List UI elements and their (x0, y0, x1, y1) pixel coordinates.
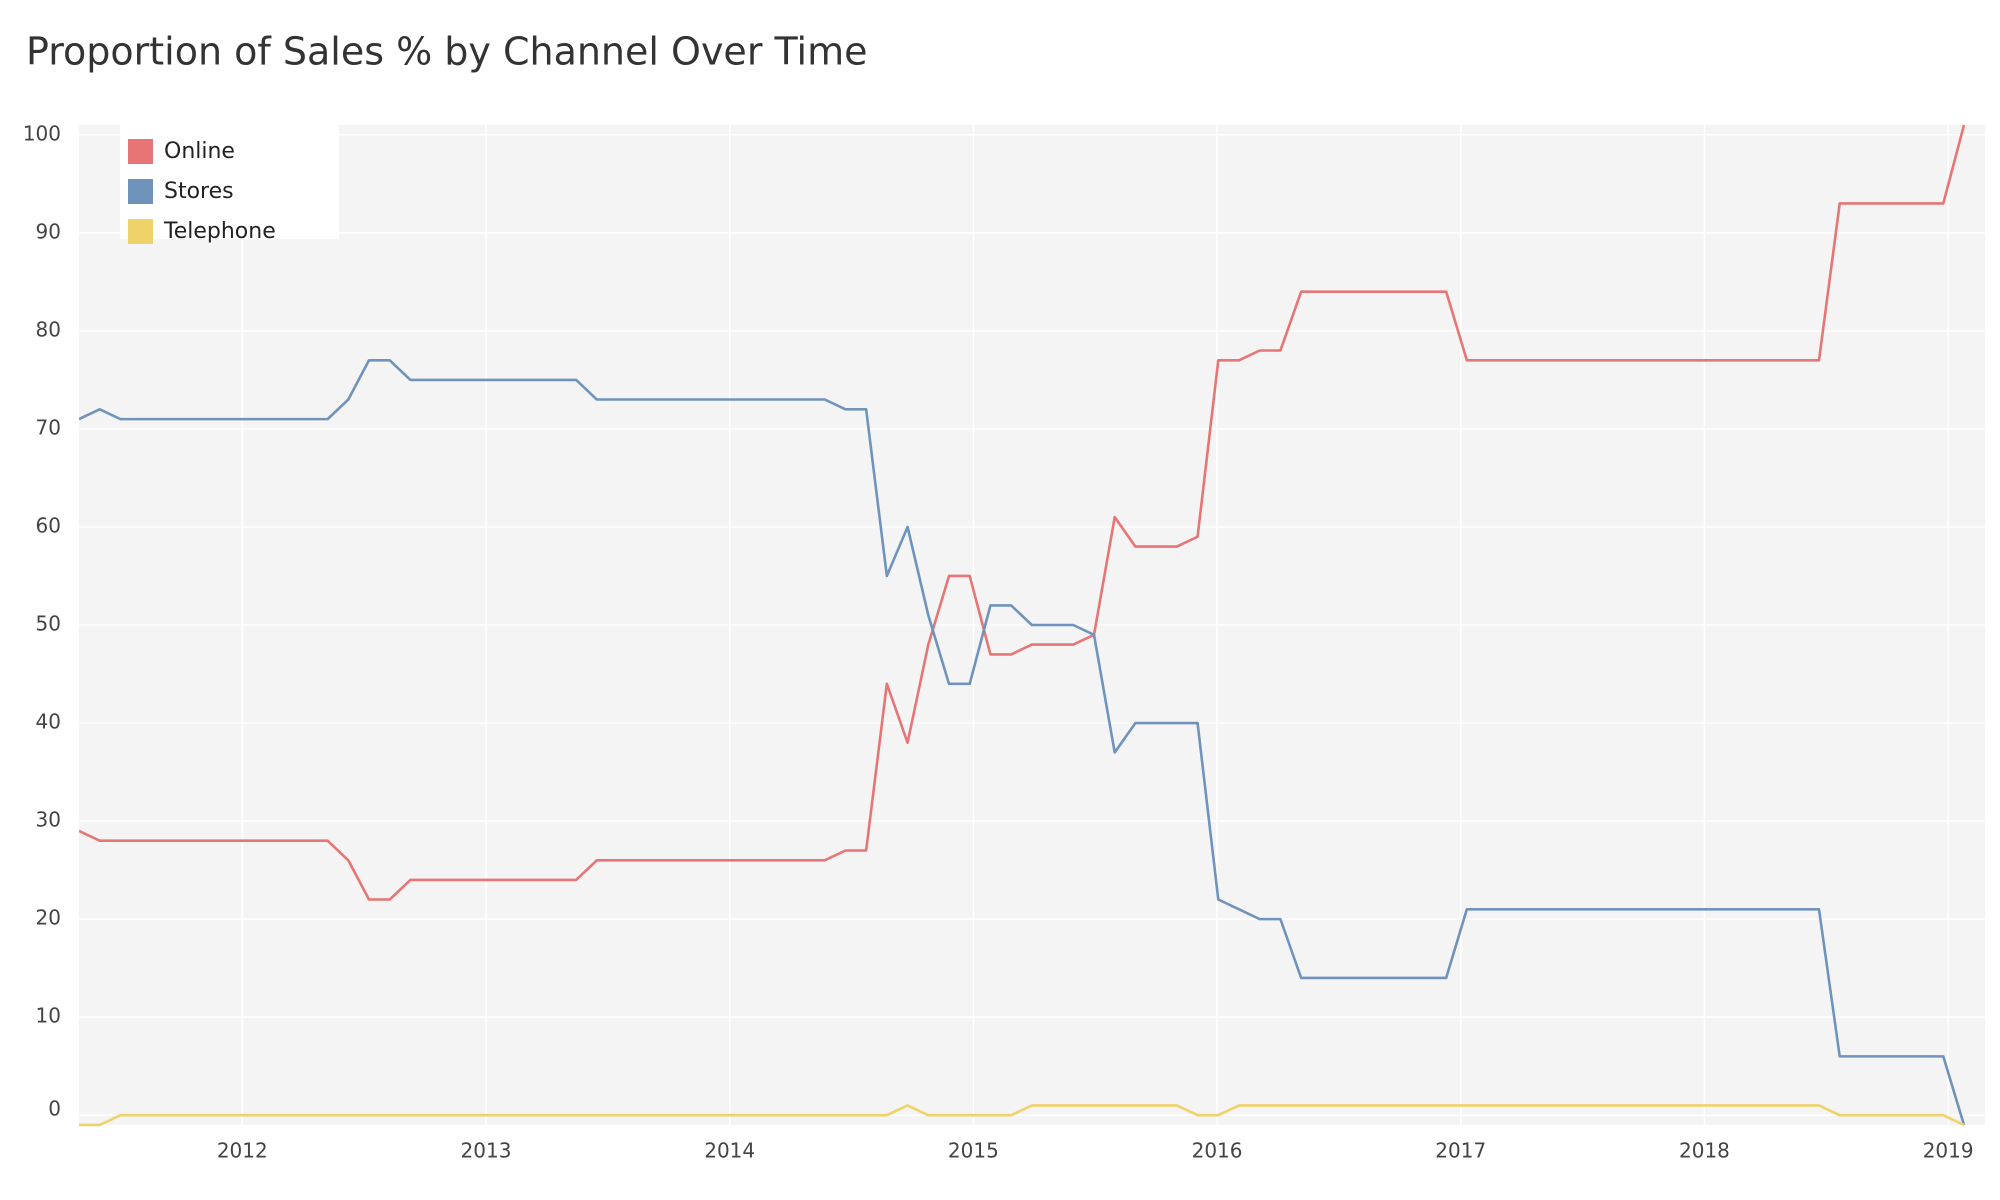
series-line (79, 124, 1966, 901)
y-tick-label: 100 (23, 121, 61, 145)
x-tick-label: 2014 (704, 1139, 755, 1163)
legend-label: Stores (164, 179, 234, 204)
x-tick-label: 2018 (1679, 1139, 1730, 1163)
series-line (79, 358, 1966, 1126)
legend-swatch (128, 219, 153, 244)
x-tick-label: 2013 (461, 1139, 512, 1163)
y-tick-label: 70 (36, 415, 61, 439)
chart-title: Proportion of Sales % by Channel Over Ti… (26, 30, 868, 74)
y-tick-label: 20 (36, 906, 61, 930)
legend-label: Online (164, 139, 235, 164)
x-tick-label: 2012 (217, 1139, 268, 1163)
series-line (79, 1104, 1965, 1127)
y-tick-label: 80 (36, 317, 61, 341)
y-tick-label: 90 (36, 219, 61, 243)
y-tick-label: 10 (36, 1004, 61, 1028)
y-tick-label: 60 (36, 513, 61, 537)
x-tick-label: 2015 (948, 1139, 999, 1163)
x-tick-label: 2019 (1923, 1139, 1974, 1163)
y-tick-label: 40 (36, 710, 61, 734)
legend-swatch (128, 179, 153, 204)
y-tick-label: 0 (48, 1097, 61, 1121)
legend-label: Telephone (163, 219, 276, 244)
y-tick-label: 30 (36, 808, 61, 832)
x-tick-label: 2017 (1435, 1139, 1486, 1163)
legend-box (120, 125, 339, 239)
y-tick-label: 50 (36, 612, 61, 636)
x-tick-label: 2016 (1192, 1139, 1243, 1163)
legend-swatch (128, 139, 153, 164)
